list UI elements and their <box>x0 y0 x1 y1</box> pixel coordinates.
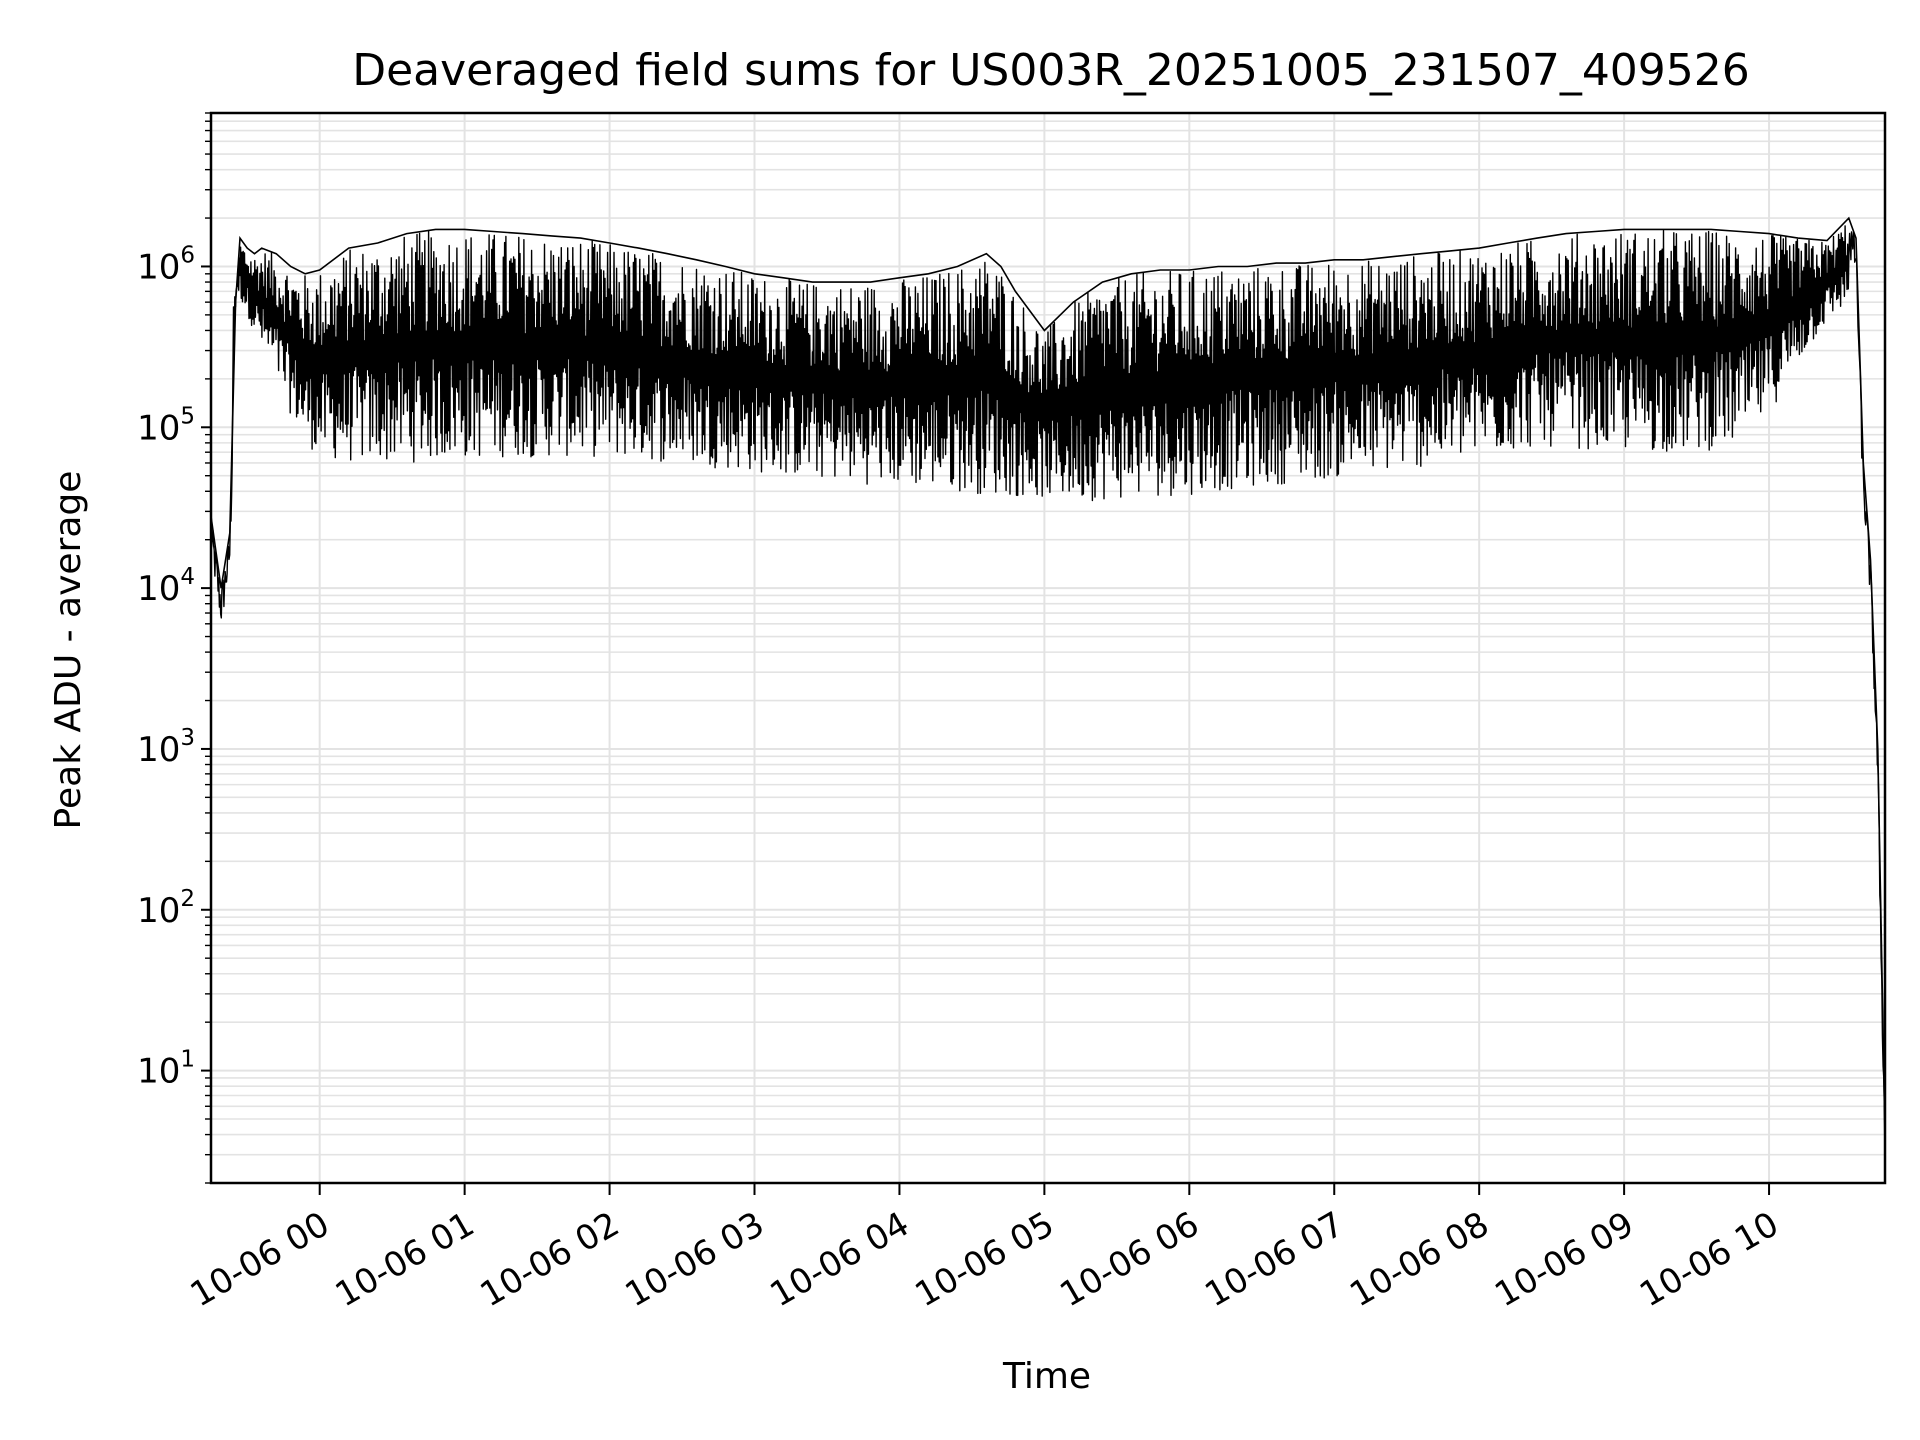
y-tick-label-4: 104 <box>137 564 195 609</box>
y-tick-base: 10 <box>137 1052 180 1092</box>
plot-frame <box>209 111 1887 1185</box>
y-tick-label-3: 103 <box>137 725 195 770</box>
upper-envelope-line <box>210 216 1886 1135</box>
chart-title: Deaveraged field sums for US003R_2025100… <box>352 45 1750 96</box>
grid-lines <box>211 112 1885 1184</box>
y-tick-base: 10 <box>137 569 180 609</box>
y-tick-label-5: 105 <box>137 403 195 448</box>
y-tick-base: 10 <box>137 247 180 287</box>
y-tick-label-2: 102 <box>137 886 195 931</box>
y-tick-label-6: 106 <box>137 242 195 287</box>
y-tick-exponent: 3 <box>180 725 195 751</box>
x-axis-label: Time <box>1002 1356 1091 1397</box>
y-tick-exponent: 5 <box>180 403 195 429</box>
data-line <box>210 225 1886 1159</box>
y-axis-label: Peak ADU - average <box>48 471 89 830</box>
y-tick-exponent: 4 <box>180 564 195 590</box>
y-tick-exponent: 2 <box>180 886 195 912</box>
y-tick-exponent: 1 <box>180 1047 195 1073</box>
y-tick-base: 10 <box>137 891 180 931</box>
y-tick-label-1: 101 <box>137 1047 195 1092</box>
signal-band <box>210 216 1886 1159</box>
y-tick-exponent: 6 <box>180 242 195 268</box>
y-tick-base: 10 <box>137 408 180 448</box>
y-tick-base: 10 <box>137 730 180 770</box>
